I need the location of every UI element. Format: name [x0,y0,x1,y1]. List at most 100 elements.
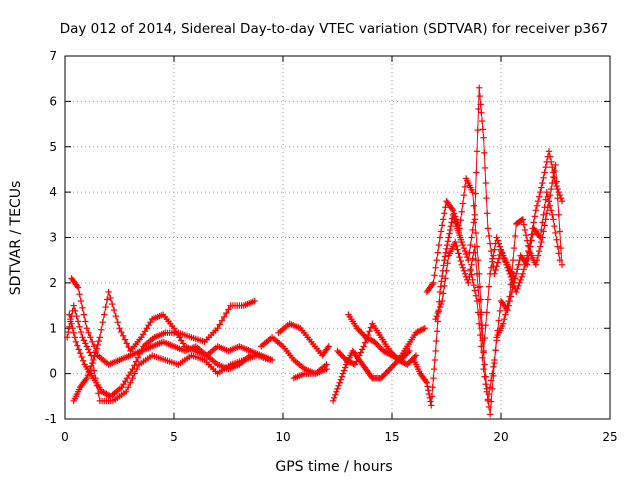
data-point [558,261,566,268]
data-point [446,226,454,234]
data-point [65,328,72,336]
data-point [412,352,420,359]
x-tick-label: 15 [384,430,399,444]
data-point [418,326,425,333]
data-point [547,207,555,214]
data-point [79,304,86,312]
data-point [437,300,445,308]
data-point [483,210,491,217]
data-point [406,358,414,365]
data-point [70,329,77,336]
data-point [433,337,440,345]
data-point [545,148,553,155]
data-point [75,346,83,353]
data-point [453,216,460,223]
data-point [425,387,432,394]
data-point [380,371,388,379]
data-point [487,264,495,271]
data-point [100,389,107,396]
data-point [125,343,132,351]
data-point [95,337,102,345]
data-point [459,241,467,249]
data-point [396,356,403,363]
data-point [465,256,472,264]
data-point [553,236,560,243]
data-point [123,340,130,347]
data-point [333,388,340,395]
data-point [479,354,486,361]
data-point [505,267,512,274]
data-point [405,359,412,367]
data-point [432,347,439,355]
data-point [84,371,92,379]
data-point [432,315,439,323]
data-point [438,278,445,285]
data-point [472,256,480,264]
data-point [129,374,136,382]
data-point [441,282,448,290]
data-point [513,270,520,277]
data-point [492,266,499,274]
data-point [441,210,448,217]
data-point [486,411,494,418]
chart-title: Day 012 of 2014, Sidereal Day-to-day VTE… [60,21,609,37]
data-point [430,374,437,382]
data-point [472,190,479,197]
data-point [437,228,445,235]
data-point [434,249,441,256]
data-point [447,222,455,230]
data-point [544,204,552,211]
data-point [515,282,522,290]
data-point [133,358,140,365]
data-point [339,370,347,377]
data-point [344,357,351,364]
data-point [516,279,523,287]
data-point [473,270,481,277]
data-point [510,279,518,287]
x-tick-label: 5 [170,430,178,444]
data-point [125,384,132,391]
data-point [424,383,431,390]
data-point [539,234,546,241]
data-point [520,266,528,273]
data-point [79,334,86,341]
data-point [460,267,468,274]
data-point [469,276,476,284]
data-point [514,285,521,293]
data-point [558,198,566,205]
data-point [490,252,497,259]
data-point [89,359,96,367]
data-point [520,221,528,228]
x-axis-label: GPS time / hours [275,459,392,475]
data-point [94,341,101,349]
y-tick-label: -1 [45,412,57,426]
data-point [409,355,417,362]
data-point [517,276,524,284]
data-point [441,256,448,264]
data-point [549,179,556,187]
data-point [456,225,463,232]
data-point [546,191,554,199]
data-point [522,232,530,239]
data-point [549,163,556,171]
data-point [431,272,438,279]
data-point [354,355,362,362]
data-point [73,312,80,320]
data-point [470,281,477,289]
data-point [507,281,515,288]
data-point [372,340,380,347]
data-point [404,361,411,368]
data-point [542,216,549,223]
data-point [481,361,488,368]
data-point [384,350,391,357]
data-point [353,358,360,365]
data-point [502,258,509,265]
data-point [452,238,459,246]
data-point [356,328,364,335]
data-point [551,167,558,175]
data-point [74,318,82,325]
data-point [489,385,496,392]
data-point [133,365,141,373]
data-point [535,193,543,200]
